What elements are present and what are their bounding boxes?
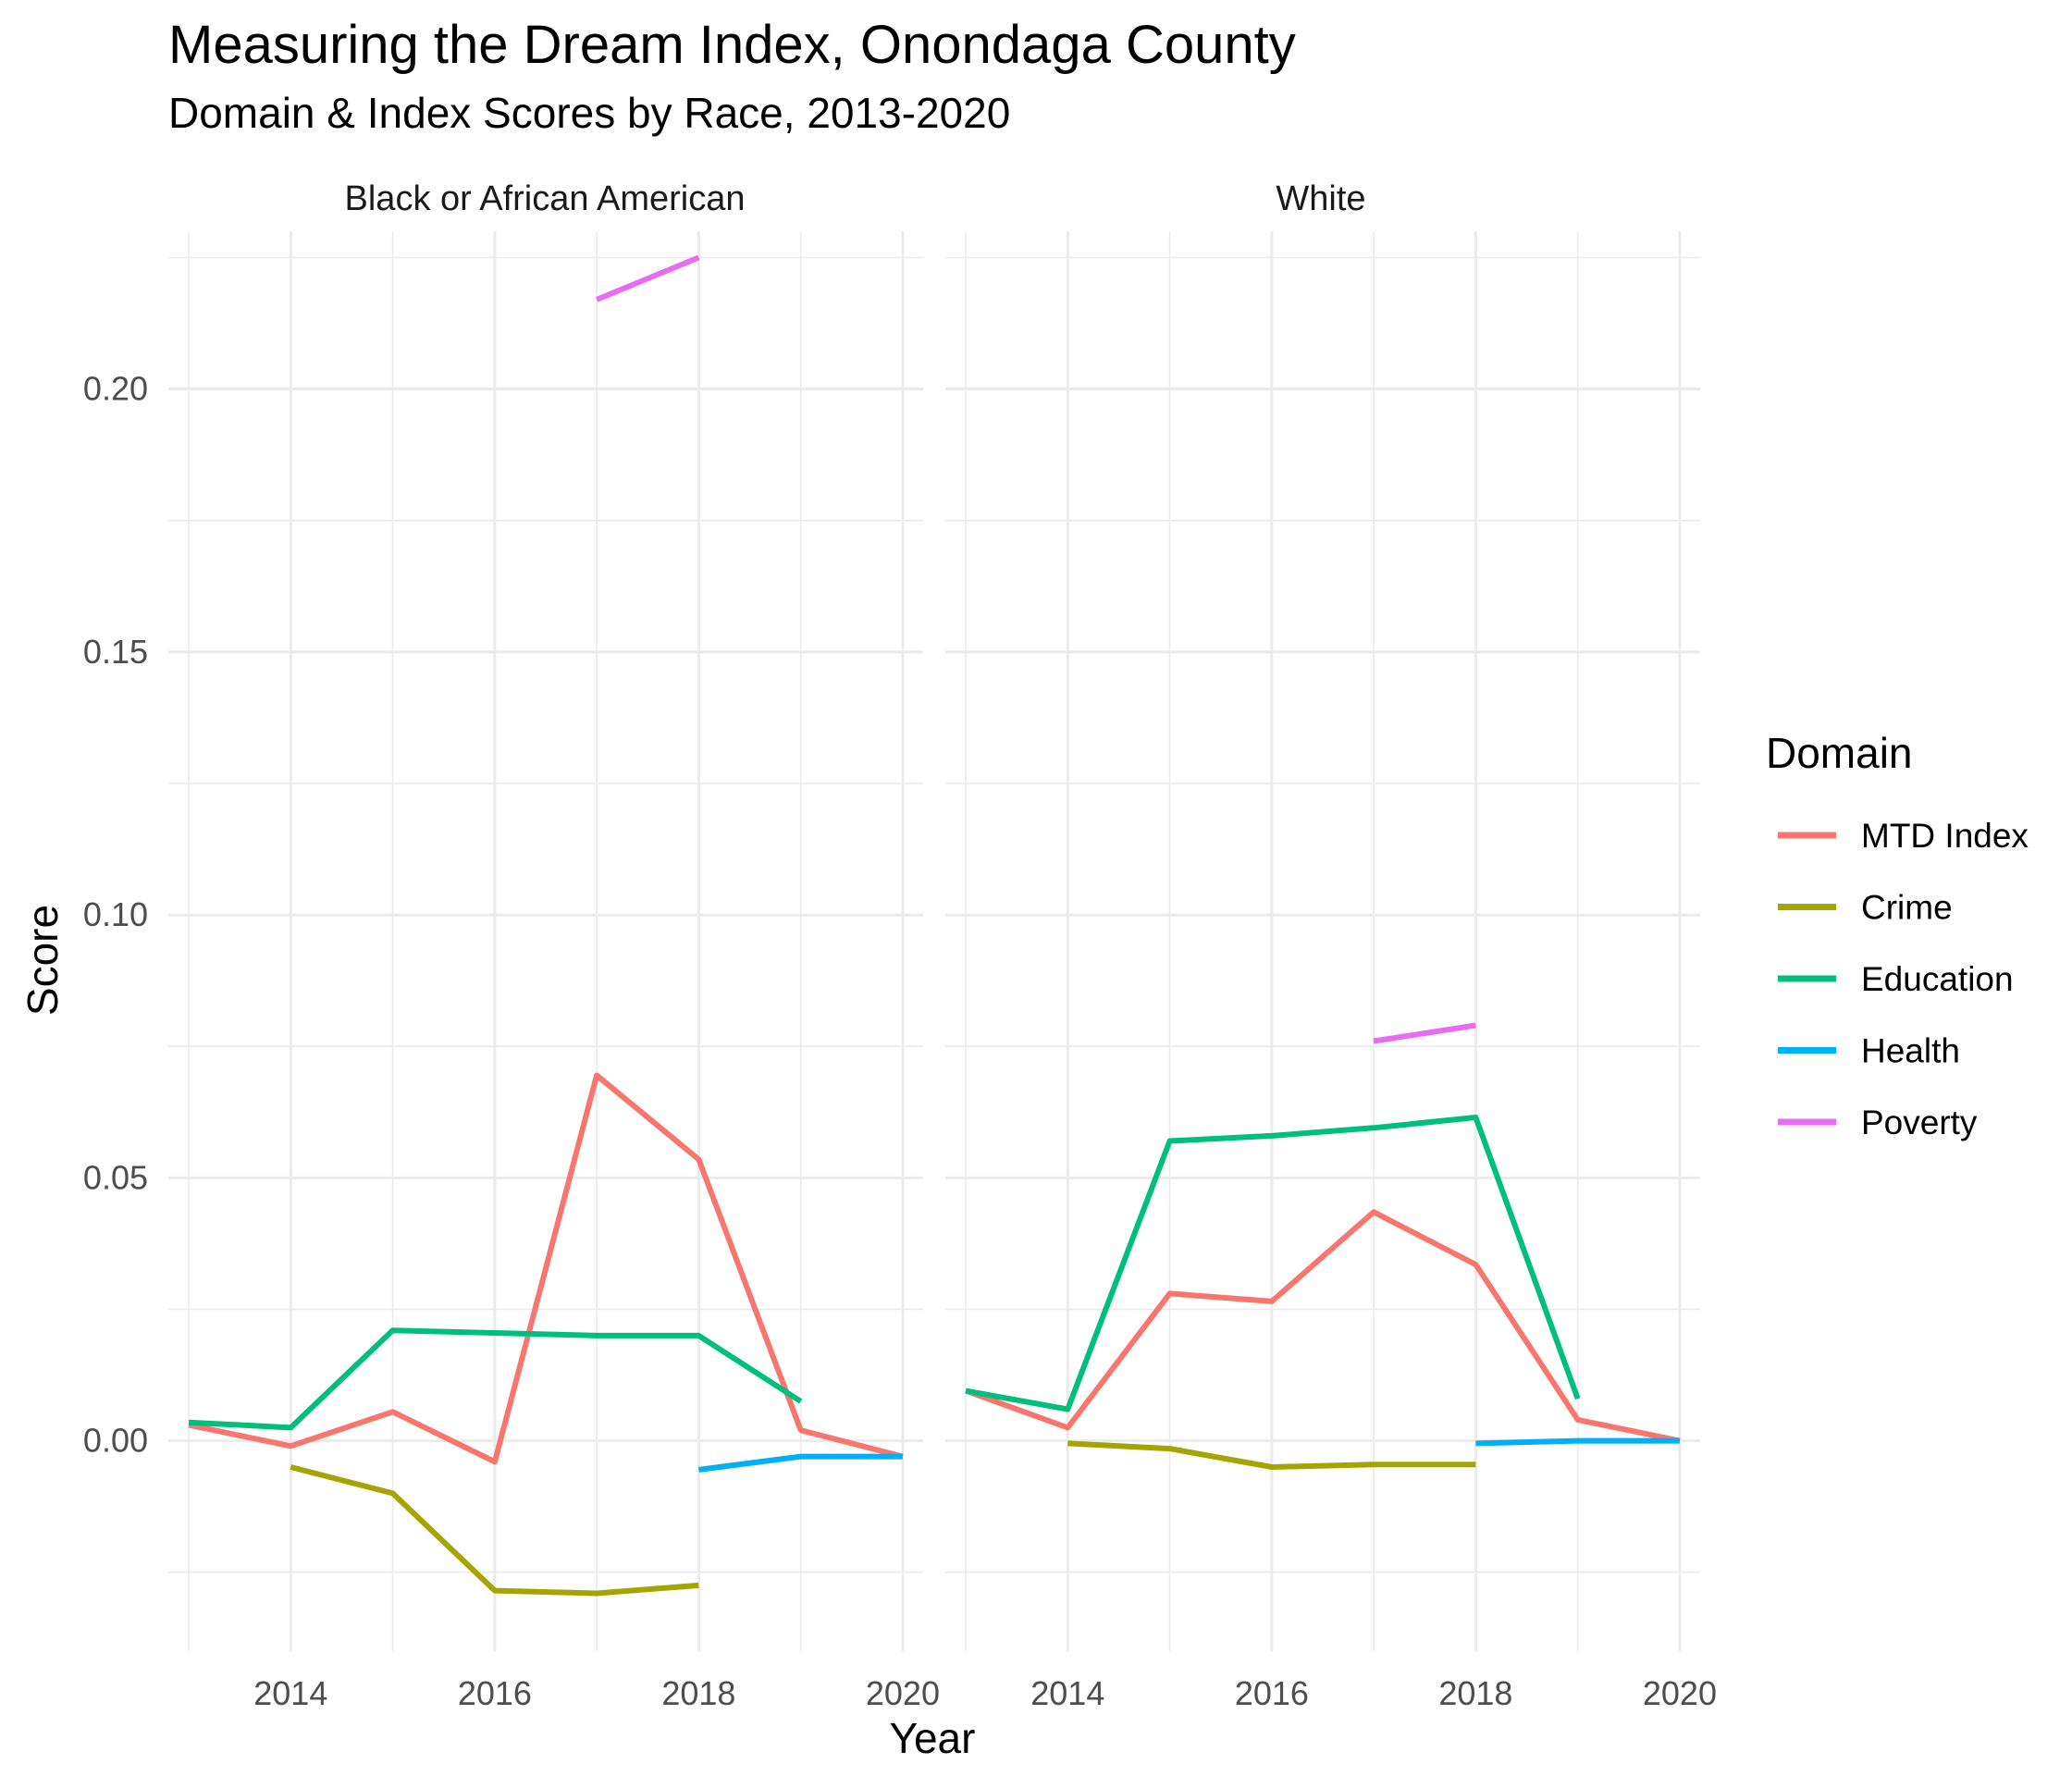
series-line-crime: [290, 1464, 699, 1597]
series-line-poverty: [1373, 1022, 1476, 1044]
series-line-education: [965, 1115, 1581, 1412]
y-tick-label: 0.15: [83, 633, 148, 671]
series-line-health: [1475, 1437, 1680, 1447]
x-tick-label: 2020: [1643, 1674, 1717, 1712]
y-tick-label: 0.05: [83, 1158, 148, 1196]
legend-key-label: MTD Index: [1861, 817, 2029, 855]
y-tick-label: 0.10: [83, 895, 148, 933]
series-line-mtd-index: [965, 1209, 1681, 1444]
x-tick-label: 2018: [1438, 1674, 1512, 1712]
legend-key-label: Health: [1861, 1032, 1960, 1070]
y-axis-title: Score: [18, 905, 67, 1016]
facet-strip-label: Black or African American: [345, 179, 746, 218]
x-tick-label: 2016: [1235, 1674, 1309, 1712]
series-line-poverty: [595, 254, 700, 302]
x-tick-label: 2014: [253, 1674, 327, 1712]
chart-subtitle: Domain & Index Scores by Race, 2013-2020: [168, 89, 1010, 137]
y-axis-ticks: 0.00 0.05 0.10 0.15 0.20: [83, 370, 148, 1460]
legend-title: Domain: [1766, 729, 1913, 777]
x-tick-label: 2014: [1030, 1674, 1104, 1712]
legend: Domain MTD Index Crime Education Health Pove…: [1766, 729, 2029, 1141]
facet-strip-label: White: [1276, 179, 1365, 218]
panel-white: White 2014 2016 2018 2020: [945, 179, 1717, 1712]
series-line-mtd-index: [188, 1072, 904, 1465]
series-line-education: [188, 1327, 803, 1431]
x-tick-label: 2018: [661, 1674, 735, 1712]
chart-title: Measuring the Dream Index, Onondaga Coun…: [168, 15, 1296, 75]
legend-key-label: Education: [1861, 960, 2014, 998]
x-tick-label: 2020: [866, 1674, 940, 1712]
x-axis-title: Year: [890, 1714, 976, 1762]
panel-black-or-african-american: Black or African American 2014 2016 2018 20…: [168, 179, 940, 1712]
legend-key-label: Poverty: [1861, 1104, 1978, 1141]
y-tick-label: 0.20: [83, 370, 148, 408]
series-line-health: [698, 1453, 903, 1473]
legend-key-label: Crime: [1861, 889, 1953, 927]
x-tick-label: 2016: [458, 1674, 532, 1712]
y-tick-label: 0.00: [83, 1422, 148, 1460]
series-line-crime: [1067, 1440, 1476, 1470]
